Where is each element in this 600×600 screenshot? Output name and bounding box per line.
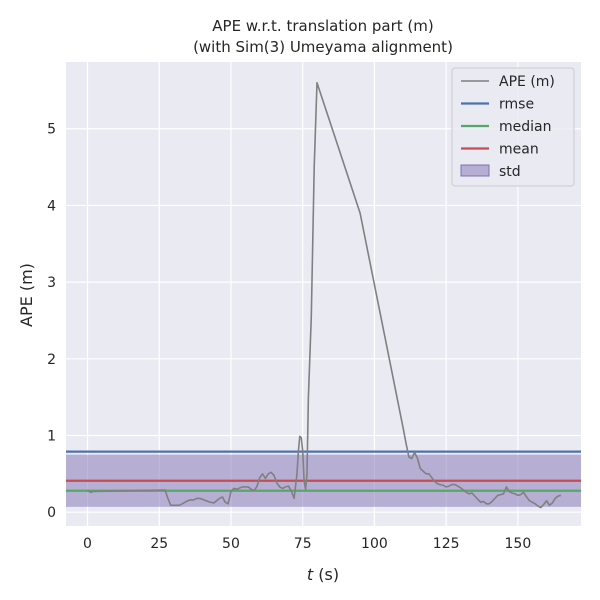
x-tick-label: 50 xyxy=(222,536,240,552)
x-tick-label: 125 xyxy=(433,536,460,552)
x-tick-label: 150 xyxy=(505,536,532,552)
ape-series xyxy=(87,81,562,509)
y-tick-label: 3 xyxy=(47,275,56,291)
legend-label: rmse xyxy=(499,97,534,113)
y-tick-labels: 0 1 2 3 4 5 xyxy=(47,122,56,521)
legend-label: median xyxy=(499,119,551,135)
x-tick-label: 100 xyxy=(361,536,388,552)
legend-label: APE (m) xyxy=(499,74,555,90)
legend-label: mean xyxy=(499,142,539,158)
legend: APE (m) rmse median mean std xyxy=(451,67,575,187)
x-tick-label: 0 xyxy=(83,536,92,552)
y-tick-label: 1 xyxy=(47,429,56,445)
legend-swatch xyxy=(460,164,490,177)
chart-title: APE w.r.t. translation part (m) xyxy=(212,17,433,35)
legend-label: std xyxy=(499,164,521,180)
y-axis-label: APE (m) xyxy=(17,263,36,327)
x-tick-label: 75 xyxy=(294,536,312,552)
x-axis-label: t (s) xyxy=(307,565,339,584)
y-tick-label: 0 xyxy=(47,505,56,521)
x-axis-label-var: t xyxy=(307,565,314,584)
legend-box xyxy=(451,67,575,187)
ape-line xyxy=(87,81,562,509)
x-axis-label-unit: (s) xyxy=(313,565,339,584)
y-tick-label: 2 xyxy=(47,352,56,368)
y-tick-label: 5 xyxy=(47,122,56,138)
x-tick-labels: 0 25 50 75 100 125 150 xyxy=(83,536,531,552)
chart-subtitle: (with Sim(3) Umeyama alignment) xyxy=(193,38,453,56)
x-tick-label: 25 xyxy=(150,536,168,552)
y-tick-label: 4 xyxy=(47,198,56,214)
grid xyxy=(66,62,581,526)
